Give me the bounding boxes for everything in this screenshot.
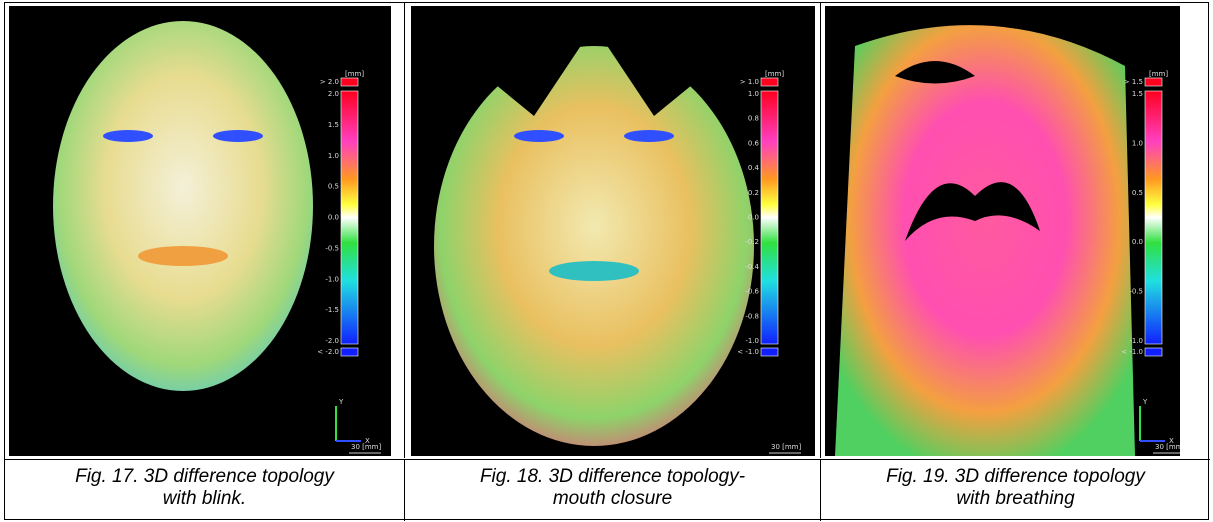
caption-line: Fig. 19. 3D difference topology [821,466,1210,488]
above-box [1145,78,1162,86]
scale-unit: [mm] [1149,70,1168,78]
colorbar-tick: 1.0 [1132,139,1143,147]
below-label: < -1.0 [1121,348,1143,356]
colorbar-tick: -1.0 [745,337,759,345]
caption-line: with breathing [821,488,1210,510]
colorbar [341,91,358,344]
topology-image: [mm]> 1.5< -1.01.51.00.50.0-0.5-1.0YX30 … [825,6,1180,456]
face [53,21,313,391]
above-box [341,78,358,86]
image-cell: [mm] > 2.0 < -2.0 2.0 1.5 1.0 0.5 0.0 -0.5 -1.0 -1… [5,3,405,458]
face [434,46,754,446]
colorbar-tick: 0.5 [328,183,339,191]
scale-bar-label: 30 [mm] [351,443,382,451]
colorbar-tick: 1.5 [328,121,339,129]
mouth [138,246,228,266]
colorbar-tick: 1.0 [748,90,759,98]
below-label: < -1.0 [737,348,759,356]
above-label: > 1.5 [1124,78,1143,86]
eye [213,130,263,142]
colorbar-tick: -1.5 [325,306,339,314]
eye [103,130,153,142]
above-label: > 2.0 [320,78,339,86]
colorbar-tick: -0.5 [325,244,339,252]
above-box [761,78,778,86]
scale-bar-label: 30 [mm] [771,443,802,451]
below-label: < -2.0 [317,348,339,356]
caption-line: Fig. 18. 3D difference topology- [405,466,820,488]
axis-y-label: Y [338,398,344,406]
axis-y-label: Y [1142,398,1148,406]
below-box [761,348,778,356]
colorbar-tick: 2.0 [328,90,339,98]
colorbar [761,91,778,344]
scale-bar-label: 30 [mm] [1155,443,1180,451]
eye [514,130,564,142]
colorbar-tick: 0.0 [748,214,759,222]
colorbar-tick: -0.2 [745,238,759,246]
colorbar-tick: -1.0 [325,275,339,283]
caption-line: with blink. [5,488,404,510]
colorbar-tick: 1.5 [1132,90,1143,98]
mouth [549,261,639,281]
topology-image: [mm] > 2.0 < -2.0 2.0 1.5 1.0 0.5 0.0 -0.5 -1.0 -1… [9,6,391,456]
figure-table: [mm] > 2.0 < -2.0 2.0 1.5 1.0 0.5 0.0 -0.5 -1.0 -1… [4,2,1209,520]
caption-line: Fig. 17. 3D difference topology [5,466,404,488]
colorbar-tick: 0.2 [748,189,759,197]
below-box [1145,348,1162,356]
colorbar [1145,91,1162,344]
colorbar-tick: -0.4 [745,263,759,271]
colorbar-tick: 0.5 [1132,189,1143,197]
colorbar-tick: 0.4 [748,164,760,172]
colorbar-tick: -1.0 [1129,337,1143,345]
colorbar-tick: -2.0 [325,337,339,345]
scale-unit: [mm] [765,70,784,78]
colorbar-tick: -0.8 [745,312,759,320]
colorbar-tick: 0.0 [1132,238,1143,246]
colorbar-tick: -0.5 [1129,288,1143,296]
colorbar-tick: 0.8 [748,115,759,123]
colorbar-tick: -0.6 [745,288,759,296]
caption-cell: Fig. 18. 3D difference topology-mouth cl… [405,459,821,521]
colorbar-tick: 0.6 [748,139,760,147]
image-cell: [mm] > 1.0 < -1.0 1.0 0.8 0.6 0.4 0.2 0.0 -0.2 -0.… [405,3,821,458]
eye [624,130,674,142]
colorbar-tick: 1.0 [328,152,339,160]
above-label: > 1.0 [740,78,759,86]
caption-line: mouth closure [405,488,820,510]
topology-image: [mm] > 1.0 < -1.0 1.0 0.8 0.6 0.4 0.2 0.0 -0.2 -0.… [411,6,815,456]
scale-unit: [mm] [345,70,364,78]
face [835,25,1135,456]
below-box [341,348,358,356]
colorbar-tick: 0.0 [328,214,339,222]
